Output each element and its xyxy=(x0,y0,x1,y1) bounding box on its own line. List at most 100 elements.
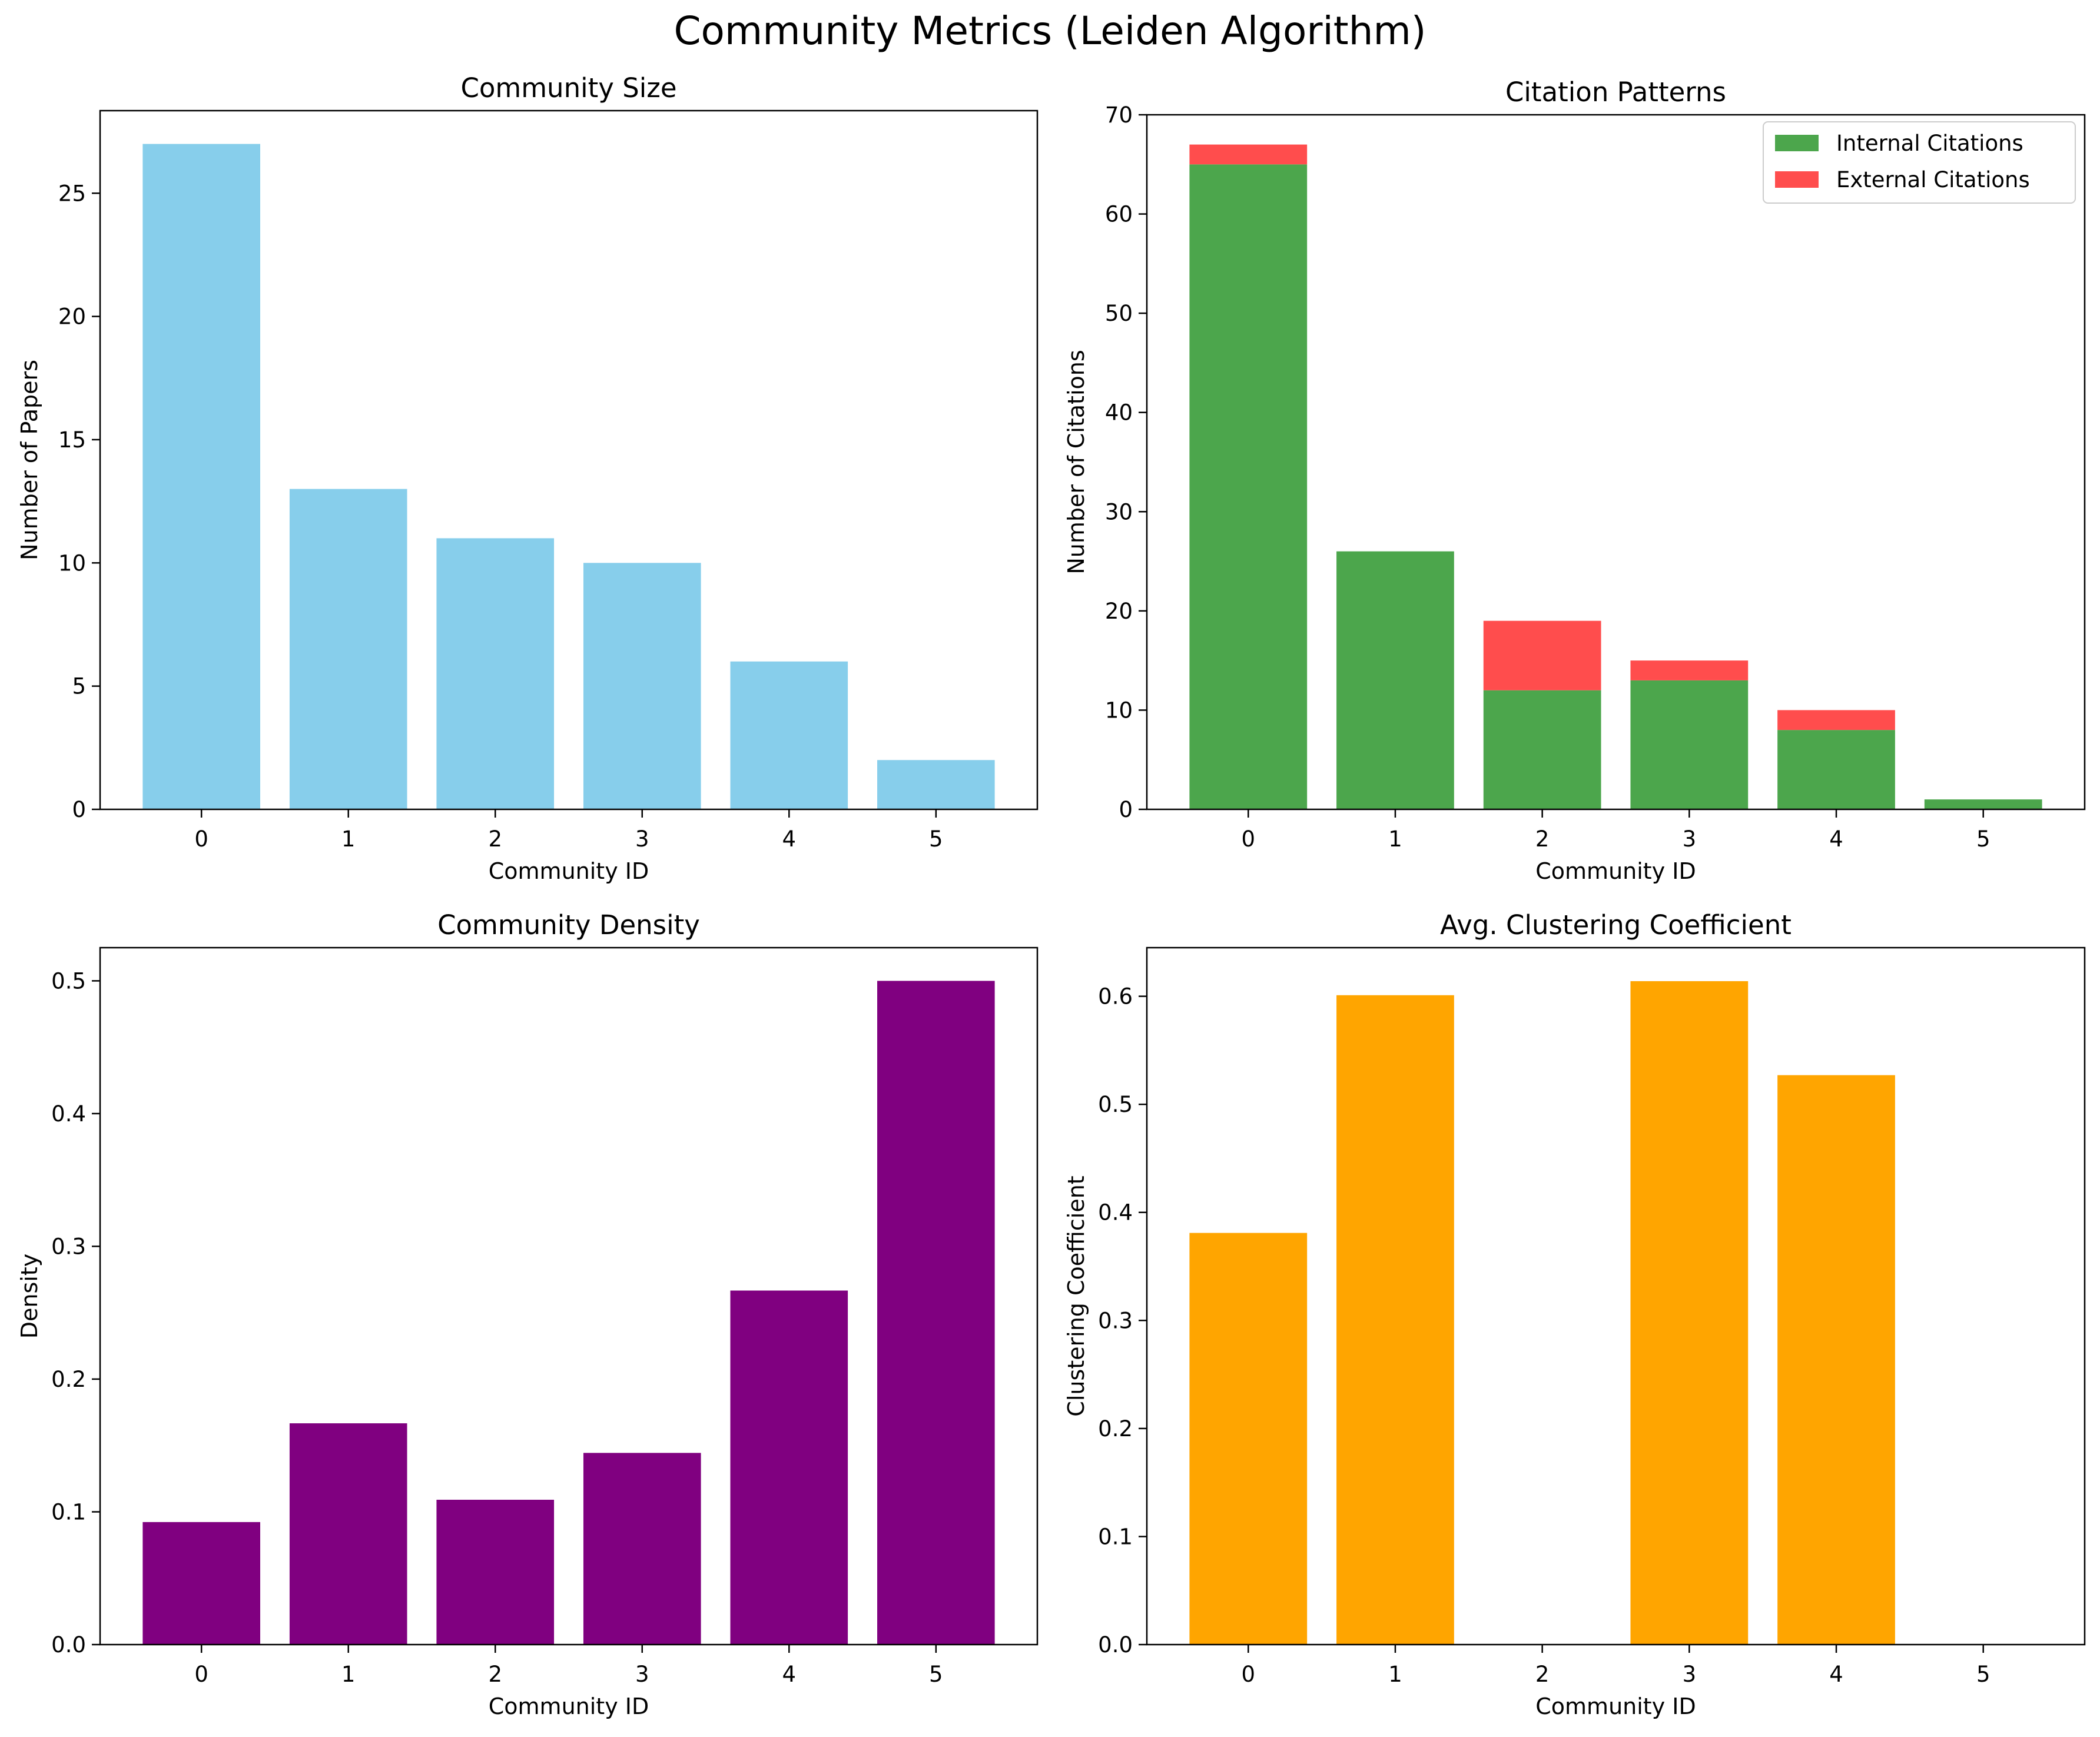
bar xyxy=(436,1499,555,1645)
x-tick-label: 0 xyxy=(194,826,208,852)
bar xyxy=(1483,620,1601,690)
x-tick-label: 1 xyxy=(341,826,356,852)
x-tick-label: 2 xyxy=(488,826,502,852)
bar xyxy=(1630,981,1749,1645)
y-tick-label: 0 xyxy=(1119,797,1133,822)
y-tick-label: 0.3 xyxy=(51,1234,86,1259)
y-tick-label: 0.5 xyxy=(51,968,86,994)
x-tick-label: 5 xyxy=(1976,1662,1990,1687)
subplot-title: Avg. Clustering Coefficient xyxy=(1440,909,1792,941)
y-tick-label: 60 xyxy=(1105,202,1133,227)
y-tick-label: 0.2 xyxy=(1098,1416,1133,1442)
y-axis-label: Density xyxy=(16,1254,42,1339)
bar xyxy=(1483,690,1601,809)
y-axis-label: Number of Papers xyxy=(16,360,42,560)
x-tick-label: 1 xyxy=(1388,826,1402,852)
bar xyxy=(1777,710,1895,730)
axes-frame xyxy=(1146,946,2086,1646)
bar xyxy=(1777,1075,1895,1645)
bar xyxy=(1336,995,1454,1645)
legend-swatch xyxy=(1775,171,1819,188)
y-tick-label: 70 xyxy=(1105,102,1133,128)
x-axis-label: Community ID xyxy=(1535,858,1696,884)
y-axis-label: Clustering Coefficient xyxy=(1063,1175,1089,1416)
x-axis-label: Community ID xyxy=(489,1693,649,1719)
x-tick-label: 3 xyxy=(1683,826,1697,852)
y-tick-label: 5 xyxy=(72,674,86,699)
bar xyxy=(583,1453,701,1645)
x-tick-label: 4 xyxy=(782,1662,797,1687)
bar xyxy=(1924,799,2042,809)
y-tick-label: 0.5 xyxy=(1098,1092,1133,1117)
y-tick-label: 0.3 xyxy=(1098,1308,1133,1333)
x-tick-label: 3 xyxy=(1683,1662,1697,1687)
bar xyxy=(1777,730,1895,809)
x-tick-label: 4 xyxy=(1829,826,1843,852)
y-tick-label: 0.1 xyxy=(1098,1524,1133,1549)
bar xyxy=(877,981,995,1645)
bar xyxy=(583,563,701,809)
bar xyxy=(1189,144,1308,165)
x-tick-label: 5 xyxy=(929,1662,943,1687)
y-tick-label: 20 xyxy=(1105,599,1133,624)
x-tick-label: 1 xyxy=(341,1662,356,1687)
x-tick-label: 2 xyxy=(1535,826,1550,852)
bar xyxy=(730,661,848,809)
x-axis-label: Community ID xyxy=(489,858,649,884)
y-tick-label: 0.0 xyxy=(51,1632,86,1658)
y-tick-label: 10 xyxy=(1105,698,1133,723)
legend-label: External Citations xyxy=(1836,167,2030,192)
y-tick-label: 0.0 xyxy=(1098,1632,1133,1658)
subplot-title: Community Size xyxy=(460,72,676,104)
subplot-clustering-coefficient: 0 1 2 3 4 5 0.0 0.1 0.2 0.3 0.4 0.5 0.6 Avg. Clusteri… xyxy=(1063,909,2086,1719)
y-tick-label: 0.4 xyxy=(1098,1200,1133,1225)
x-tick-label: 5 xyxy=(1976,826,1990,852)
subplot-title: Citation Patterns xyxy=(1505,77,1726,108)
bar xyxy=(436,538,555,809)
x-tick-label: 1 xyxy=(1388,1662,1402,1687)
y-tick-label: 30 xyxy=(1105,499,1133,524)
x-tick-label: 2 xyxy=(1535,1662,1550,1687)
axes-frame xyxy=(1146,114,2086,811)
legend-box xyxy=(1763,121,2076,204)
x-tick-label: 5 xyxy=(929,826,943,852)
y-tick-label: 40 xyxy=(1105,400,1133,426)
x-tick-label: 0 xyxy=(194,1662,208,1687)
y-tick-label: 0.4 xyxy=(51,1101,86,1127)
y-tick-label: 0.6 xyxy=(1098,984,1133,1009)
y-tick-label: 50 xyxy=(1105,301,1133,326)
y-tick-label: 15 xyxy=(58,427,86,453)
bar xyxy=(730,1290,848,1645)
bar xyxy=(1336,551,1454,809)
bar xyxy=(1189,164,1308,810)
legend-label: Internal Citations xyxy=(1836,131,2023,156)
y-tick-label: 25 xyxy=(58,181,86,206)
axes-frame xyxy=(99,109,1039,811)
y-tick-label: 0.2 xyxy=(51,1367,86,1392)
y-axis-label: Number of Citations xyxy=(1063,350,1089,574)
bar xyxy=(142,1522,260,1645)
bar xyxy=(1630,680,1749,809)
bar xyxy=(1189,1233,1308,1645)
subplot-title: Community Density xyxy=(437,909,700,941)
x-tick-label: 0 xyxy=(1242,826,1256,852)
bar xyxy=(289,1423,407,1645)
x-axis-label: Community ID xyxy=(1535,1693,1696,1719)
x-tick-label: 0 xyxy=(1242,1662,1256,1687)
legend-swatch xyxy=(1775,135,1819,151)
bar xyxy=(142,144,260,809)
y-tick-label: 0.1 xyxy=(51,1499,86,1525)
y-tick-label: 20 xyxy=(58,304,86,330)
x-tick-label: 4 xyxy=(1829,1662,1843,1687)
axes-frame xyxy=(99,946,1039,1646)
subplot-community-density: 0 1 2 3 4 5 0.0 0.1 0.2 0.3 0.4 0.5 Community Densit… xyxy=(16,909,1039,1719)
x-tick-label: 3 xyxy=(635,1662,649,1687)
bar xyxy=(1630,660,1749,680)
bar xyxy=(289,489,407,809)
figure-title: Community Metrics (Leiden Algorithm) xyxy=(674,8,1426,54)
subplot-community-size: 0 1 2 3 4 5 0 5 10 15 20 25 Community Size Community … xyxy=(16,72,1039,884)
x-tick-label: 3 xyxy=(635,826,649,852)
x-tick-label: 4 xyxy=(782,826,797,852)
